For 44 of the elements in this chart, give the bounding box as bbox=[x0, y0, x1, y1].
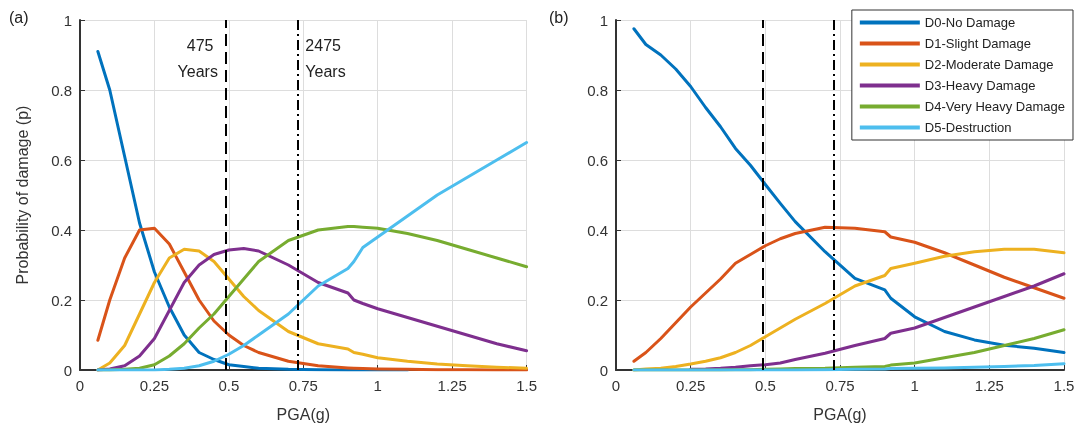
line-series bbox=[632, 362, 1066, 372]
ref-line-label: 475 Years bbox=[177, 36, 218, 80]
y-tick-label: 0.2 bbox=[51, 291, 72, 309]
legend-label: D0-No Damage bbox=[924, 15, 1016, 30]
line-series bbox=[632, 247, 1066, 372]
y-tick-label: 0.8 bbox=[587, 81, 608, 99]
line-series bbox=[632, 225, 1066, 363]
x-tick-label: 0.75 bbox=[825, 377, 855, 394]
x-tick-label: 1.25 bbox=[437, 377, 467, 394]
chart-title: (a) bbox=[9, 8, 29, 26]
chart-title: (b) bbox=[549, 8, 569, 26]
x-axis-title: PGA(g) bbox=[813, 405, 867, 423]
y-tick-label: 0.4 bbox=[587, 221, 608, 239]
x-tick-label: 1.5 bbox=[516, 377, 537, 394]
legend-label: D1-Slight Damage bbox=[924, 36, 1032, 51]
legend-label: D5-Destruction bbox=[924, 120, 1012, 135]
x-axis-title: PGA(g) bbox=[276, 405, 330, 423]
x-tick-label: 0.5 bbox=[218, 377, 240, 394]
legend-label: D2-Moderate Damage bbox=[924, 57, 1054, 72]
x-tick-label: 0.25 bbox=[139, 377, 170, 394]
x-tick-label: 1.5 bbox=[1053, 377, 1075, 394]
line-series bbox=[96, 141, 529, 372]
y-tick-label: 0 bbox=[63, 361, 72, 379]
line-series bbox=[689, 272, 1066, 371]
x-tick-label: 0 bbox=[75, 377, 85, 394]
x-tick-label: 0.25 bbox=[676, 377, 706, 394]
x-tick-label: 1 bbox=[373, 377, 382, 394]
y-tick-label: 1 bbox=[63, 11, 72, 29]
x-tick-label: 0.5 bbox=[754, 377, 776, 394]
x-tick-label: 0 bbox=[611, 377, 621, 394]
x-tick-label: 1 bbox=[910, 377, 919, 394]
ref-line-label: 2475 Years bbox=[305, 36, 346, 80]
legend-label: D3-Heavy Damage bbox=[924, 78, 1036, 93]
y-tick-label: 0.6 bbox=[587, 151, 608, 169]
legend-label: D4-Very Heavy Damage bbox=[924, 99, 1065, 114]
y-tick-label: 1 bbox=[599, 11, 608, 29]
y-axis-title: Probability of damage (p) bbox=[13, 105, 31, 285]
y-tick-label: 0.2 bbox=[587, 291, 608, 309]
y-tick-label: 0.4 bbox=[51, 221, 72, 239]
y-tick-label: 0.6 bbox=[51, 151, 72, 169]
y-tick-label: 0.8 bbox=[51, 81, 72, 99]
y-tick-label: 0 bbox=[599, 361, 608, 379]
x-tick-label: 1.25 bbox=[974, 377, 1004, 394]
x-tick-label: 0.75 bbox=[288, 377, 318, 394]
